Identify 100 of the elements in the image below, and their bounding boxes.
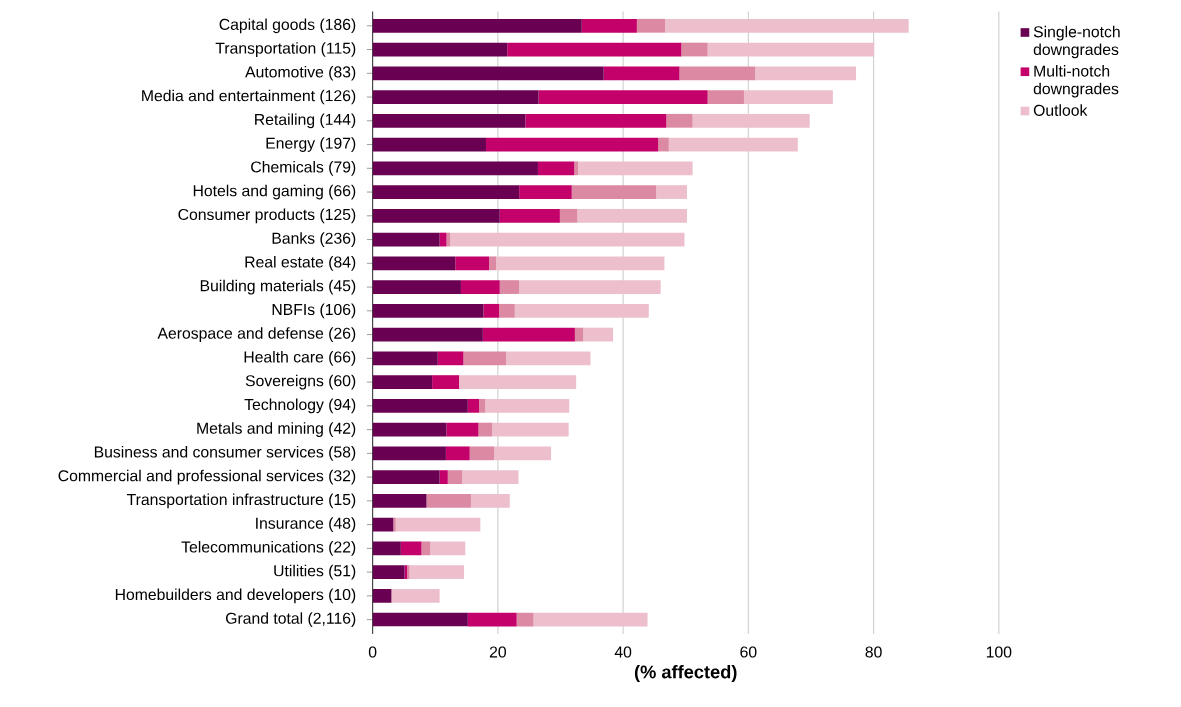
y-tick-label: Energy (197) bbox=[266, 137, 356, 152]
bar bbox=[439, 232, 447, 247]
bar bbox=[519, 185, 572, 200]
bar bbox=[668, 137, 798, 152]
bar bbox=[459, 375, 577, 390]
bar bbox=[755, 66, 857, 81]
bar bbox=[439, 470, 448, 485]
bar bbox=[506, 351, 591, 366]
y-tick-label: Real estate (84) bbox=[245, 256, 356, 271]
bar bbox=[636, 18, 666, 33]
bar bbox=[470, 494, 510, 508]
bar bbox=[507, 42, 682, 57]
bar bbox=[463, 351, 507, 366]
bar bbox=[581, 18, 637, 33]
bar bbox=[400, 541, 422, 556]
y-tick-label: Commercial and professional services (32) bbox=[58, 469, 356, 485]
x-tick-label: 60 bbox=[740, 646, 757, 658]
bar bbox=[372, 304, 484, 318]
y-tick-label: Capital goods (186) bbox=[219, 18, 356, 34]
bar bbox=[574, 327, 584, 342]
y-tick-label: Insurance (48) bbox=[256, 517, 356, 532]
bar bbox=[372, 422, 447, 437]
bar bbox=[533, 612, 648, 627]
bar bbox=[467, 612, 517, 627]
bar bbox=[455, 256, 490, 271]
y-tick-label: Business and consumer services (58) bbox=[94, 446, 356, 461]
bar bbox=[372, 351, 438, 366]
bar bbox=[447, 470, 463, 485]
x-tick-label: 100 bbox=[986, 646, 1012, 658]
bar bbox=[571, 185, 657, 200]
bar bbox=[483, 304, 500, 318]
bar bbox=[707, 42, 875, 57]
bar bbox=[656, 185, 687, 200]
bar bbox=[525, 113, 667, 128]
bar bbox=[492, 422, 569, 437]
bar bbox=[372, 327, 483, 342]
bar bbox=[577, 208, 687, 223]
legend-label: Outlook bbox=[1033, 104, 1088, 116]
bar bbox=[514, 304, 649, 318]
y-tick-label: Automotive (83) bbox=[245, 66, 356, 81]
bar bbox=[409, 565, 465, 580]
y-tick-label: Chemicals (79) bbox=[251, 161, 356, 176]
bar bbox=[372, 612, 468, 627]
bar bbox=[430, 541, 466, 556]
bar bbox=[432, 375, 460, 390]
bar bbox=[681, 42, 708, 57]
bar bbox=[460, 280, 500, 295]
bar bbox=[485, 137, 659, 152]
bar bbox=[450, 232, 685, 247]
bar bbox=[537, 161, 575, 176]
bar bbox=[666, 113, 693, 128]
y-tick-label: Metals and mining (42) bbox=[197, 422, 356, 438]
x-tick-label: 40 bbox=[614, 646, 632, 658]
bar bbox=[372, 42, 508, 57]
bar bbox=[372, 565, 405, 580]
y-tick-label: Health care (66) bbox=[244, 351, 356, 366]
bar bbox=[372, 446, 446, 461]
bar bbox=[516, 612, 534, 627]
legend-label: Multi-notch downgrades bbox=[1033, 65, 1119, 98]
bar bbox=[538, 90, 708, 104]
legend-label: Single-notch downgrades bbox=[1033, 25, 1120, 59]
bar bbox=[372, 494, 427, 508]
bar bbox=[372, 470, 440, 485]
x-tick-label: 80 bbox=[865, 646, 882, 658]
bar bbox=[469, 446, 495, 461]
bar bbox=[499, 280, 520, 295]
y-tick-label: Grand total (2,116) bbox=[226, 612, 356, 628]
bar bbox=[519, 280, 661, 295]
bar bbox=[372, 256, 456, 271]
bar bbox=[478, 422, 493, 437]
bar bbox=[485, 399, 570, 413]
bar bbox=[372, 66, 604, 81]
bar bbox=[499, 304, 515, 318]
bar bbox=[574, 161, 579, 176]
bar bbox=[421, 541, 431, 556]
bar bbox=[372, 232, 440, 247]
bar bbox=[372, 375, 433, 390]
bar bbox=[372, 589, 392, 603]
y-tick-label: Sovereigns (60) bbox=[245, 374, 356, 390]
y-tick-label: Utilities (51) bbox=[274, 564, 356, 580]
bar bbox=[372, 280, 461, 295]
y-tick-label: Technology (94) bbox=[244, 398, 356, 414]
y-tick-label: Building materials (45) bbox=[200, 279, 356, 295]
bar bbox=[467, 399, 480, 413]
bar bbox=[462, 470, 519, 485]
bar bbox=[395, 517, 481, 532]
y-tick-label: Transportation infrastructure (15) bbox=[126, 493, 356, 509]
bar bbox=[692, 113, 810, 128]
y-tick-label: Consumer products (125) bbox=[178, 208, 356, 224]
bar bbox=[372, 161, 538, 176]
bar bbox=[489, 256, 496, 271]
x-tick-label: 20 bbox=[489, 646, 507, 658]
bar bbox=[372, 185, 520, 200]
bar bbox=[391, 589, 440, 603]
bar bbox=[372, 541, 401, 556]
bar bbox=[496, 256, 665, 271]
y-tick-label: Homebuilders and developers (10) bbox=[115, 588, 356, 604]
x-axis-title: (% affected) bbox=[634, 665, 737, 683]
bar bbox=[665, 18, 909, 33]
bar bbox=[479, 399, 486, 413]
